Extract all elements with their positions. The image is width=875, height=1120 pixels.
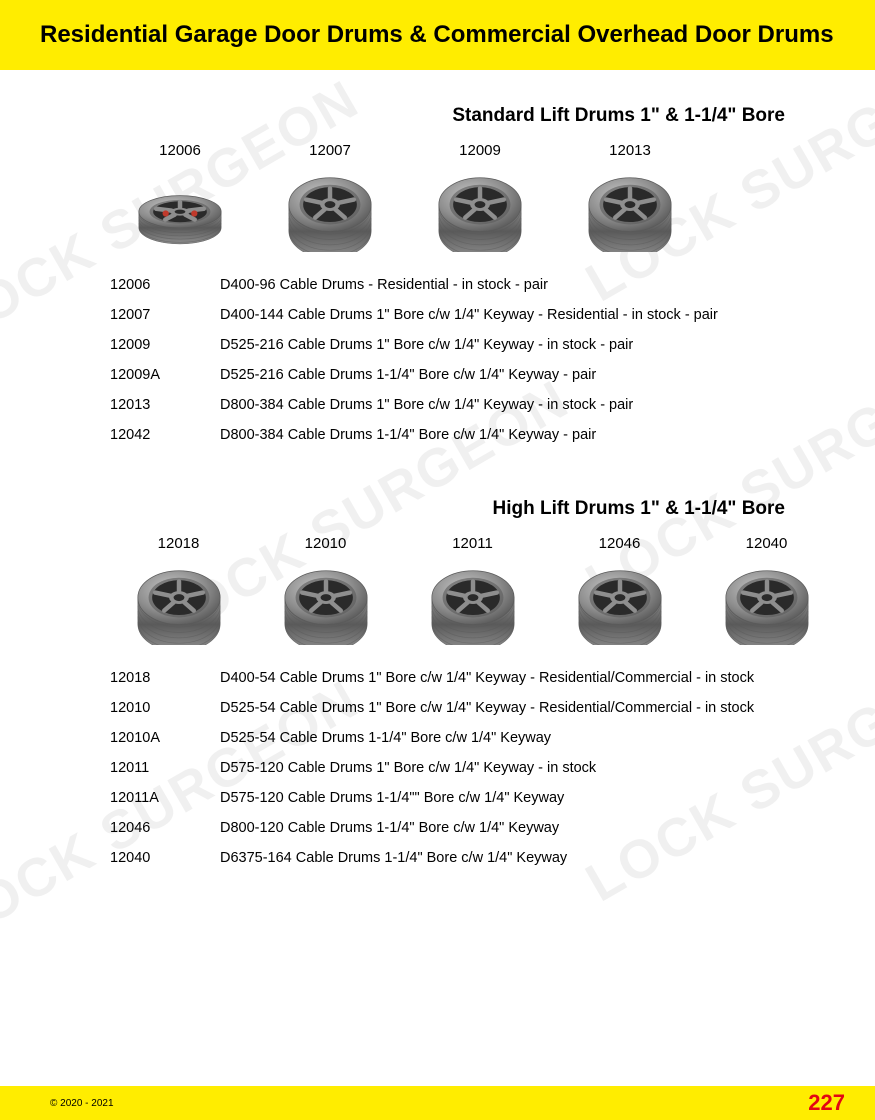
- product-code-label: 12007: [309, 142, 351, 159]
- footer-band: © 2020 - 2021 227: [0, 1086, 875, 1120]
- section2-title: High Lift Drums 1" & 1-1/4" Bore: [40, 498, 835, 520]
- spec-code: 12042: [110, 427, 220, 443]
- drum-icon: [120, 167, 240, 252]
- spec-row: 12011D575-120 Cable Drums 1" Bore c/w 1/…: [110, 760, 835, 776]
- drum-icon: [420, 167, 540, 252]
- product-item: 12013: [560, 142, 700, 252]
- product-code-label: 12009: [459, 142, 501, 159]
- spec-description: D525-216 Cable Drums 1-1/4" Bore c/w 1/4…: [220, 367, 835, 383]
- drum-icon: [119, 560, 239, 645]
- spec-code: 12009A: [110, 367, 220, 383]
- spec-code: 12011: [110, 760, 220, 776]
- spec-row: 12046D800-120 Cable Drums 1-1/4" Bore c/…: [110, 820, 835, 836]
- spec-row: 12006D400-96 Cable Drums - Residential -…: [110, 277, 835, 293]
- spec-code: 12011A: [110, 790, 220, 806]
- spec-row: 12009D525-216 Cable Drums 1" Bore c/w 1/…: [110, 337, 835, 353]
- product-code-label: 12010: [305, 535, 347, 552]
- section1-product-row: 12006 12007: [40, 142, 835, 252]
- spec-row: 12013D800-384 Cable Drums 1" Bore c/w 1/…: [110, 397, 835, 413]
- spec-row: 12010D525-54 Cable Drums 1" Bore c/w 1/4…: [110, 700, 835, 716]
- spec-row: 12018D400-54 Cable Drums 1" Bore c/w 1/4…: [110, 670, 835, 686]
- spec-row: 12010AD525-54 Cable Drums 1-1/4" Bore c/…: [110, 730, 835, 746]
- page-title: Residential Garage Door Drums & Commerci…: [40, 20, 845, 50]
- spec-code: 12010A: [110, 730, 220, 746]
- spec-row: 12040D6375-164 Cable Drums 1-1/4" Bore c…: [110, 850, 835, 866]
- spec-code: 12009: [110, 337, 220, 353]
- header-band: Residential Garage Door Drums & Commerci…: [0, 0, 875, 70]
- spec-code: 12018: [110, 670, 220, 686]
- product-code-label: 12013: [609, 142, 651, 159]
- spec-description: D575-120 Cable Drums 1-1/4"" Bore c/w 1/…: [220, 790, 835, 806]
- spec-code: 12046: [110, 820, 220, 836]
- product-code-label: 12040: [746, 535, 788, 552]
- spec-description: D400-144 Cable Drums 1" Bore c/w 1/4" Ke…: [220, 307, 835, 323]
- spec-code: 12040: [110, 850, 220, 866]
- spec-description: D800-384 Cable Drums 1" Bore c/w 1/4" Ke…: [220, 397, 835, 413]
- section1-title: Standard Lift Drums 1" & 1-1/4" Bore: [40, 105, 835, 127]
- spec-description: D800-120 Cable Drums 1-1/4" Bore c/w 1/4…: [220, 820, 835, 836]
- spec-code: 12010: [110, 700, 220, 716]
- product-code-label: 12018: [158, 535, 200, 552]
- product-item: 12010: [257, 535, 394, 645]
- product-code-label: 12011: [452, 535, 493, 552]
- product-item: 12040: [698, 535, 835, 645]
- spec-description: D525-216 Cable Drums 1" Bore c/w 1/4" Ke…: [220, 337, 835, 353]
- product-item: 12006: [110, 142, 250, 252]
- drum-icon: [413, 560, 533, 645]
- spec-description: D525-54 Cable Drums 1-1/4" Bore c/w 1/4"…: [220, 730, 835, 746]
- product-item: 12009: [410, 142, 550, 252]
- drum-icon: [560, 560, 680, 645]
- spec-description: D800-384 Cable Drums 1-1/4" Bore c/w 1/4…: [220, 427, 835, 443]
- product-item: 12046: [551, 535, 688, 645]
- spec-code: 12006: [110, 277, 220, 293]
- spec-description: D575-120 Cable Drums 1" Bore c/w 1/4" Ke…: [220, 760, 835, 776]
- page-number: 227: [808, 1090, 845, 1116]
- section1-spec-list: 12006D400-96 Cable Drums - Residential -…: [40, 277, 835, 443]
- drum-icon: [266, 560, 386, 645]
- product-item: 12011: [404, 535, 541, 645]
- spec-description: D525-54 Cable Drums 1" Bore c/w 1/4" Key…: [220, 700, 835, 716]
- spec-code: 12013: [110, 397, 220, 413]
- drum-icon: [270, 167, 390, 252]
- spec-description: D400-96 Cable Drums - Residential - in s…: [220, 277, 835, 293]
- spec-description: D6375-164 Cable Drums 1-1/4" Bore c/w 1/…: [220, 850, 835, 866]
- spec-description: D400-54 Cable Drums 1" Bore c/w 1/4" Key…: [220, 670, 835, 686]
- drum-icon: [707, 560, 827, 645]
- product-code-label: 12006: [159, 142, 201, 159]
- product-item: 12018: [110, 535, 247, 645]
- section2-product-row: 12018 12010: [40, 535, 835, 645]
- spec-row: 12011AD575-120 Cable Drums 1-1/4"" Bore …: [110, 790, 835, 806]
- content-area: Standard Lift Drums 1" & 1-1/4" Bore 120…: [0, 70, 875, 866]
- section2-spec-list: 12018D400-54 Cable Drums 1" Bore c/w 1/4…: [40, 670, 835, 866]
- copyright-text: © 2020 - 2021: [50, 1098, 114, 1109]
- spec-row: 12009AD525-216 Cable Drums 1-1/4" Bore c…: [110, 367, 835, 383]
- spec-row: 12042D800-384 Cable Drums 1-1/4" Bore c/…: [110, 427, 835, 443]
- drum-icon: [570, 167, 690, 252]
- spec-row: 12007D400-144 Cable Drums 1" Bore c/w 1/…: [110, 307, 835, 323]
- product-item: 12007: [260, 142, 400, 252]
- spec-code: 12007: [110, 307, 220, 323]
- product-code-label: 12046: [599, 535, 641, 552]
